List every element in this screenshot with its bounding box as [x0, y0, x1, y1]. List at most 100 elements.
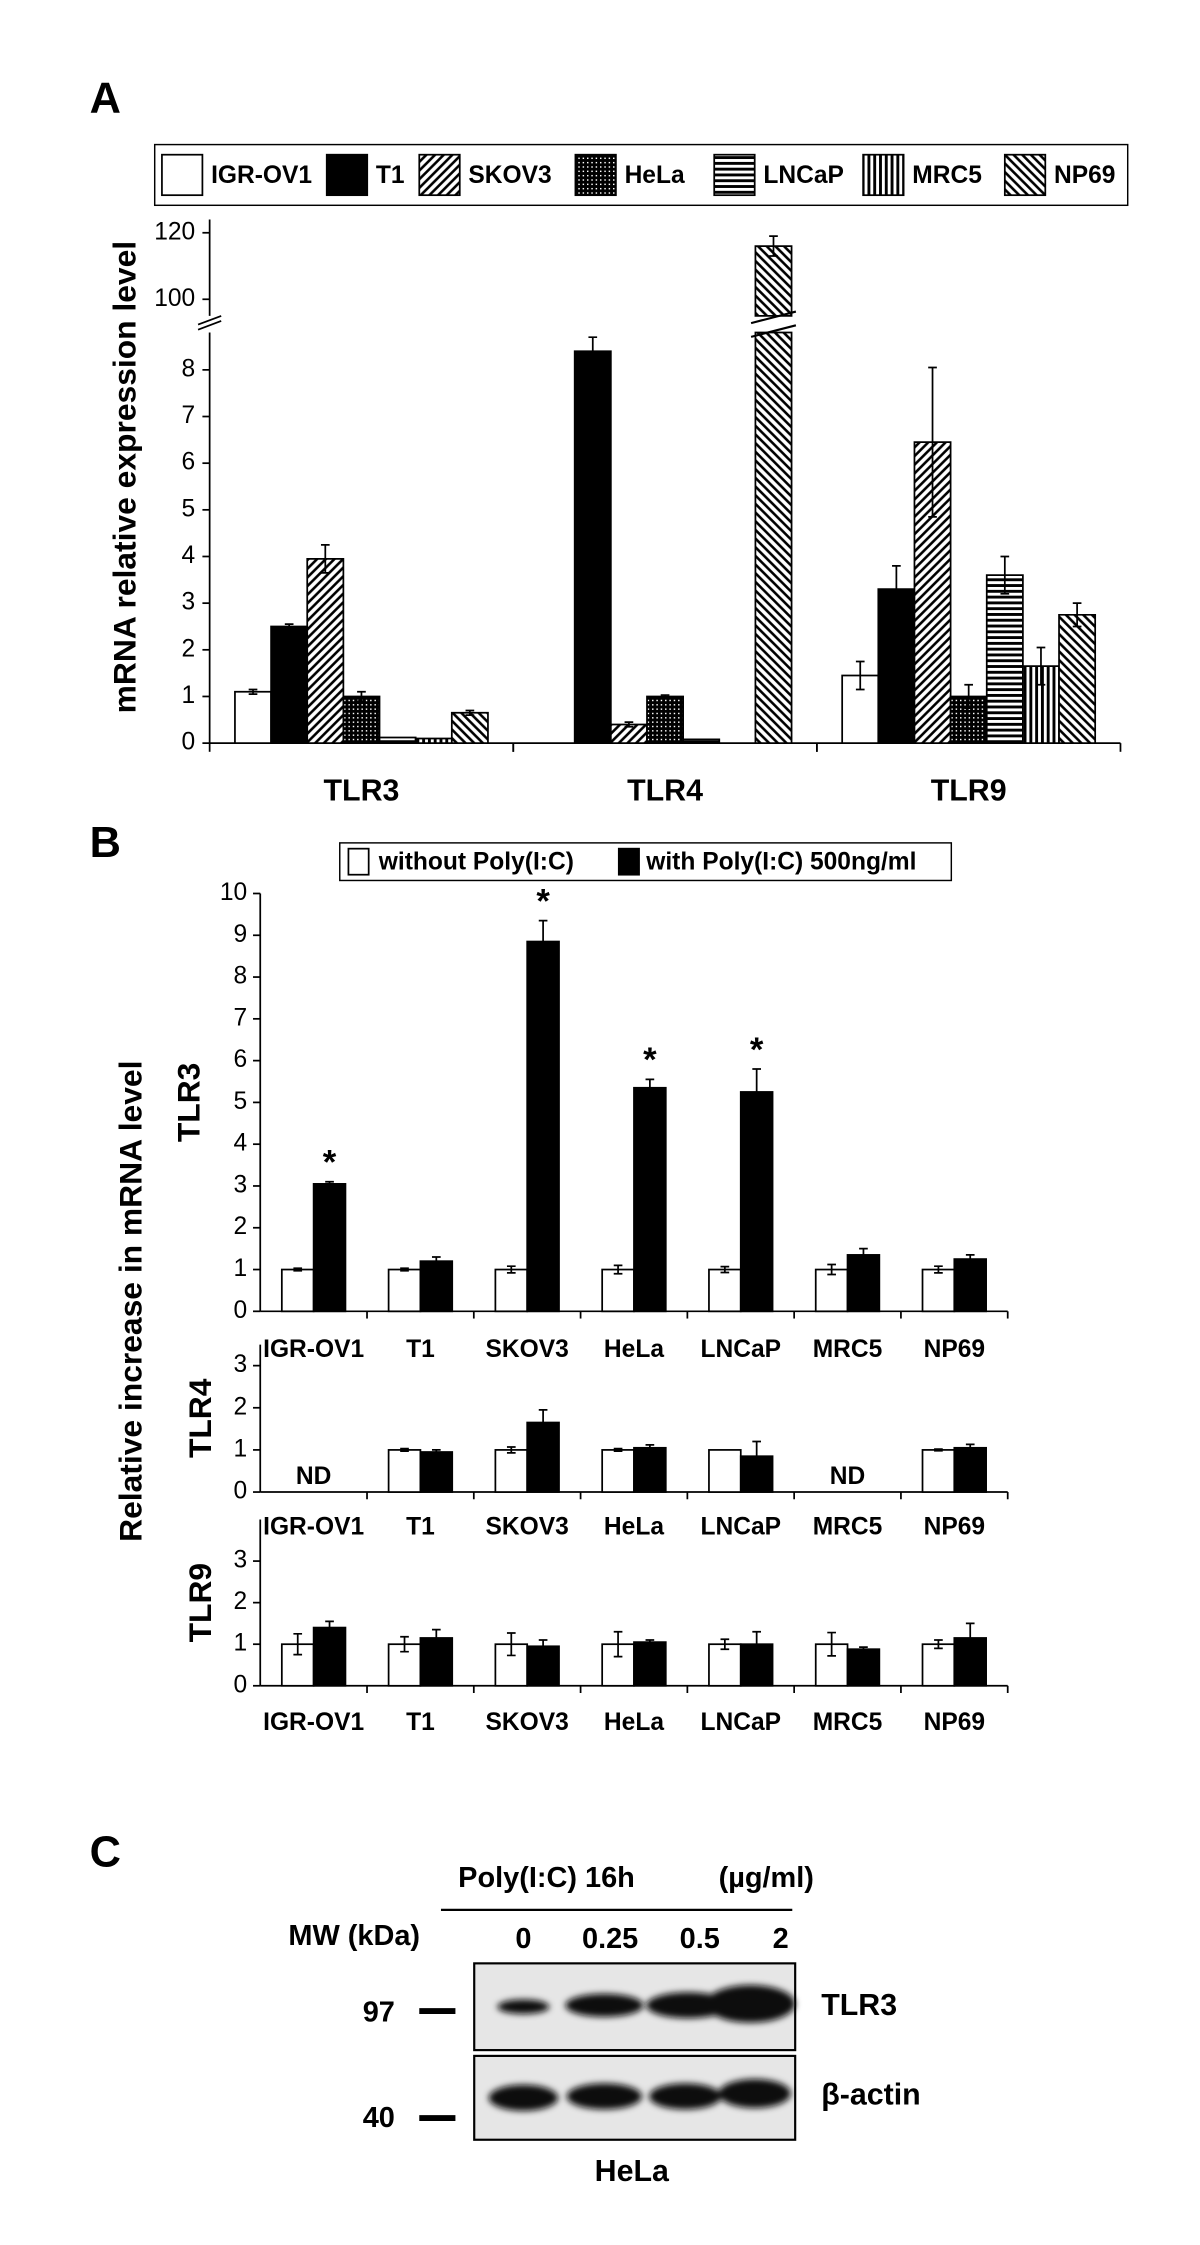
bar [953, 1258, 987, 1313]
error-bar [431, 1449, 441, 1455]
mw-marker: 97 [363, 1997, 395, 2029]
legend-label: SKOV3 [468, 162, 551, 189]
band [566, 2083, 642, 2110]
category-note: ND [296, 1463, 331, 1490]
band [497, 1999, 550, 2014]
mw-label: MW (kDa) [288, 1920, 420, 1952]
bar [708, 1643, 742, 1687]
error-bar [400, 1635, 409, 1653]
legend-label: without Poly(I:C) [378, 849, 574, 876]
x-tick-label: NP69 [924, 1514, 985, 1541]
bar [921, 1643, 956, 1687]
y-tick-label: 3 [234, 1351, 248, 1378]
significance-marker: * [750, 1031, 764, 1069]
bands [488, 1985, 796, 2111]
legend-label: HeLa [625, 162, 685, 189]
y-tick-label: 120 [154, 218, 195, 245]
y-axis-label: TLR4 [182, 1378, 218, 1458]
category-note: ND [830, 1463, 865, 1490]
panel-label: B [90, 819, 121, 867]
error-bar [720, 1265, 730, 1274]
y-tick-label: 1 [234, 1255, 248, 1282]
error-bar [964, 683, 974, 710]
y-tick-label: 0 [234, 1671, 248, 1698]
band [649, 2083, 722, 2110]
bar [633, 1446, 667, 1493]
bar-break [750, 310, 797, 325]
y-tick-label: 3 [182, 589, 196, 616]
bar [682, 738, 721, 744]
y-tick-label: 7 [234, 1004, 248, 1031]
axis-break [197, 315, 222, 326]
y-tick-label: 4 [182, 542, 196, 569]
error-bar [934, 1639, 943, 1650]
y-axis-label: TLR9 [182, 1563, 218, 1643]
bar [494, 1268, 529, 1313]
bar [846, 1254, 881, 1313]
bar [921, 1449, 956, 1493]
x-tick-label: HeLa [604, 1514, 664, 1541]
x-tick-label: HeLa [604, 1709, 664, 1736]
error-bar [769, 235, 778, 257]
y-axis-label: Relative increase in mRNA level [112, 1061, 148, 1542]
x-tick-label: T1 [406, 1514, 435, 1541]
legend-swatch [574, 153, 617, 197]
significance-marker: * [643, 1041, 657, 1079]
band-label: TLR3 [821, 1989, 897, 2022]
error-bar [855, 660, 865, 691]
x-tick-label: TLR4 [627, 774, 703, 807]
error-bar [506, 1632, 516, 1657]
band [705, 1985, 796, 2023]
error-bar [928, 366, 937, 518]
bar [739, 1091, 774, 1313]
x-tick-label: HeLa [604, 1336, 664, 1363]
y-tick-label: 7 [182, 402, 196, 429]
x-tick-label: SKOV3 [486, 1514, 569, 1541]
treatment-label: Poly(I:C) 16h [458, 1862, 635, 1894]
legend-swatch [347, 847, 370, 876]
error-bar [1000, 555, 1010, 595]
y-tick-label: 8 [234, 963, 248, 990]
error-bar [431, 1628, 441, 1648]
error-bar [613, 1447, 623, 1453]
x-tick-label: IGR-OV1 [263, 1336, 364, 1363]
x-tick-label: TLR3 [323, 774, 399, 807]
legend-swatch [713, 153, 756, 197]
error-bar [892, 564, 901, 614]
y-tick-label: 2 [234, 1213, 248, 1240]
bar [450, 711, 489, 744]
western-blot: Poly(I:C) 16h (µg/ml) MW (kDa) 0 0.25 0.… [288, 1862, 920, 2188]
bar [312, 1626, 347, 1687]
error-bar [325, 1620, 334, 1635]
y-tick-label: 100 [154, 285, 195, 312]
error-bar [588, 336, 598, 367]
x-tick-label: IGR-OV1 [263, 1709, 364, 1736]
x-tick-label: T1 [406, 1336, 435, 1363]
error-bar [400, 1447, 409, 1453]
dose-label: 0 [515, 1923, 531, 1955]
error-bar [325, 1180, 334, 1187]
error-bar [965, 1443, 975, 1453]
error-bar [934, 1448, 943, 1452]
legend-swatch [1003, 153, 1047, 197]
x-tick-label: MRC5 [813, 1514, 883, 1541]
error-bar [538, 919, 548, 964]
legend-swatch [418, 153, 461, 197]
x-tick-label: MRC5 [813, 1709, 883, 1736]
error-bar [506, 1265, 516, 1274]
x-tick-label: SKOV3 [486, 1336, 569, 1363]
y-tick-label: 2 [182, 635, 196, 662]
bar [419, 1451, 454, 1493]
y-tick-label: 5 [234, 1088, 248, 1115]
legend-label: MRC5 [912, 162, 982, 189]
bar [378, 736, 417, 744]
legend-label: with Poly(I:C) 500ng/ml [645, 849, 916, 876]
error-bar [859, 1247, 868, 1263]
error-bar [613, 1630, 623, 1658]
significance-marker: * [323, 1144, 337, 1182]
bar [234, 690, 272, 744]
error-bar [752, 1630, 761, 1658]
bar [633, 1086, 667, 1313]
y-tick-label: 9 [234, 921, 248, 948]
legend-label: T1 [376, 162, 405, 189]
